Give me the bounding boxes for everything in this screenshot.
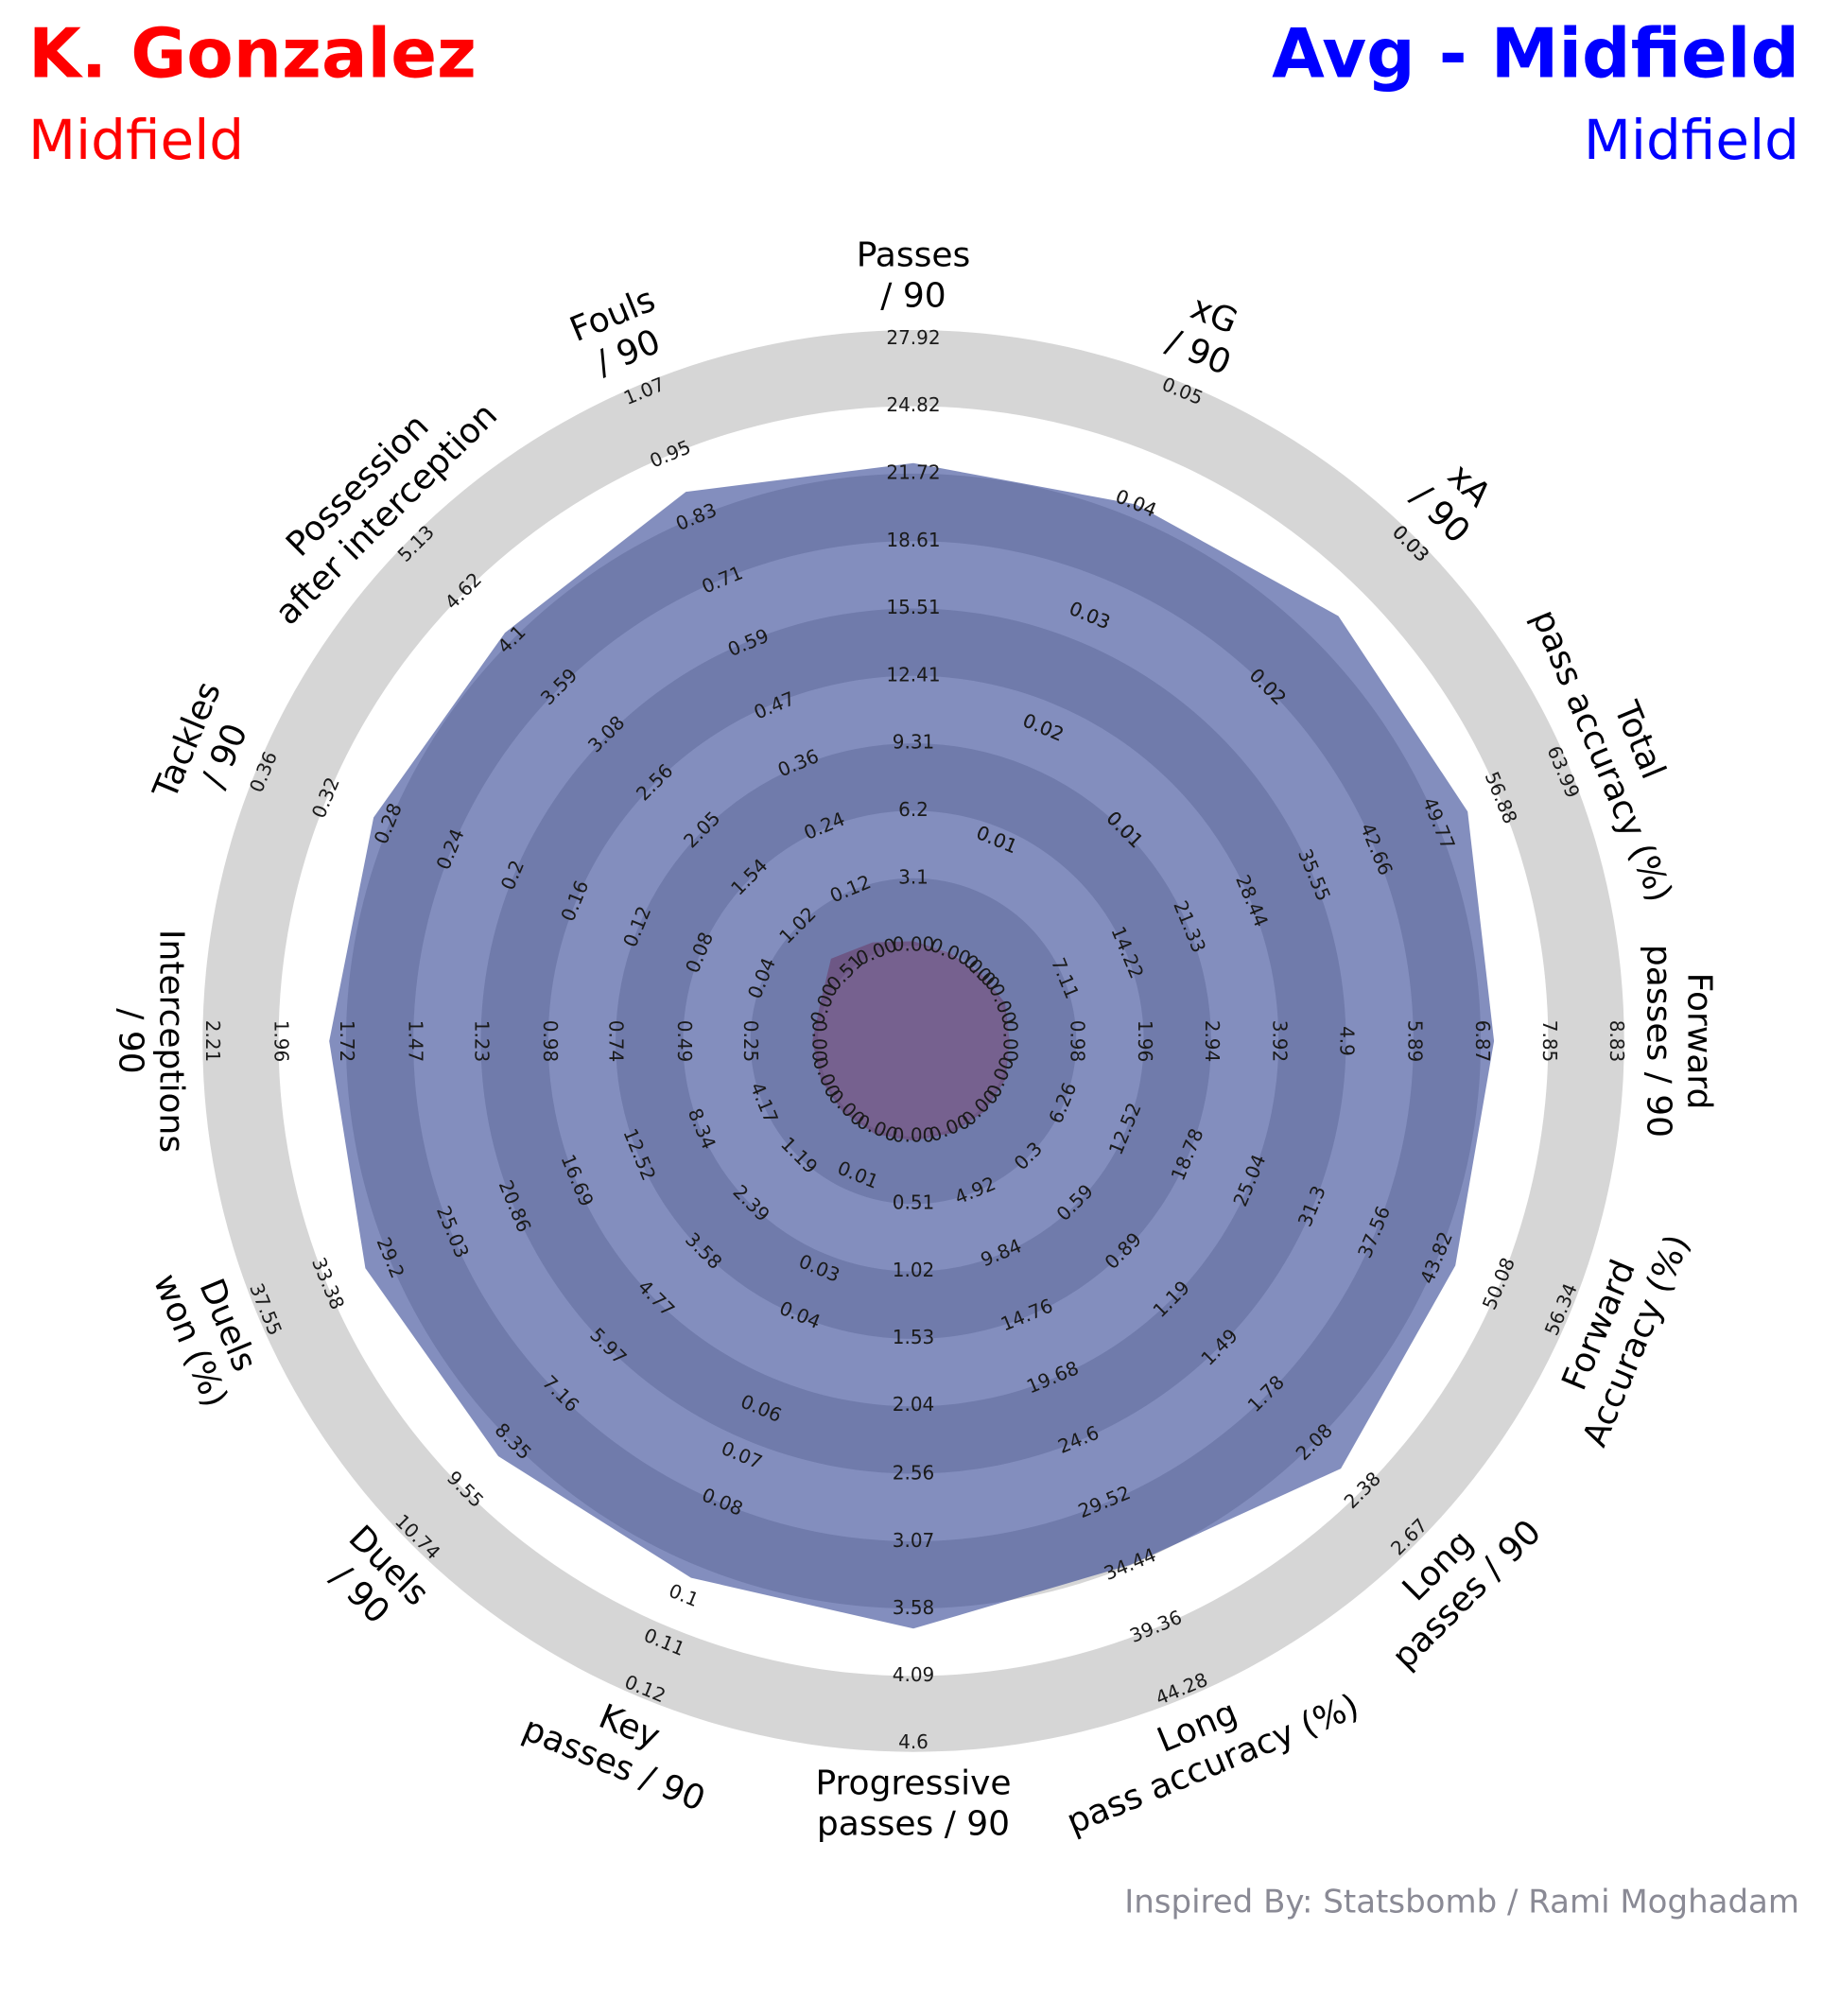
tick-label: 6.87 bbox=[1471, 1020, 1494, 1063]
tick-label: 0.98 bbox=[1067, 1020, 1089, 1063]
tick-label: 0.1 bbox=[666, 1579, 703, 1611]
credit: Inspired By: Statsbomb / Rami Moghadam bbox=[1124, 1884, 1799, 1921]
parameter-label: Fouls/ 90 bbox=[564, 281, 676, 388]
tick-label: 1.23 bbox=[470, 1020, 493, 1063]
tick-label: 5.89 bbox=[1404, 1020, 1427, 1063]
tick-label: 0.00 bbox=[893, 933, 935, 956]
tick-label: 3.1 bbox=[898, 865, 929, 888]
tick-label: 15.51 bbox=[886, 596, 940, 618]
tick-label: 3.58 bbox=[893, 1596, 935, 1619]
radar-polygon bbox=[812, 941, 1010, 1141]
player-name: K. Gonzalez bbox=[28, 14, 477, 94]
tick-label: 1.02 bbox=[893, 1259, 935, 1281]
tick-label: 0.00 bbox=[999, 1020, 1022, 1063]
parameter-label: Passes/ 90 bbox=[857, 236, 971, 316]
tick-label: 0.00 bbox=[893, 1124, 935, 1147]
tick-label: 4.6 bbox=[898, 1730, 929, 1753]
tick-label: 0.25 bbox=[739, 1020, 762, 1063]
comparison-name: Avg - Midfield bbox=[1272, 14, 1799, 94]
tick-label: 2.04 bbox=[893, 1393, 935, 1416]
tick-label: 7.85 bbox=[1538, 1020, 1561, 1063]
parameter-label: Interceptions/ 90 bbox=[112, 930, 191, 1153]
parameter-label: xG/ 90 bbox=[1161, 285, 1252, 383]
tick-label: 6.2 bbox=[898, 798, 929, 821]
tick-label: 24.82 bbox=[886, 393, 940, 416]
tick-label: 1.96 bbox=[269, 1020, 292, 1063]
tick-label: 8.83 bbox=[1606, 1020, 1628, 1063]
tick-label: 21.72 bbox=[886, 461, 940, 483]
tick-label: 0.51 bbox=[893, 1191, 935, 1214]
tick-label: 0.00 bbox=[808, 1020, 831, 1063]
tick-label: 3.92 bbox=[1268, 1020, 1291, 1063]
tick-label: 3.07 bbox=[893, 1529, 935, 1552]
tick-label: 4.9 bbox=[1336, 1026, 1359, 1056]
polygons bbox=[329, 462, 1495, 1629]
tick-label: 0.74 bbox=[605, 1020, 628, 1063]
tick-label: 27.92 bbox=[886, 326, 940, 349]
tick-label: 12.41 bbox=[886, 663, 940, 686]
tick-label: 2.21 bbox=[201, 1020, 224, 1063]
tick-label: 1.72 bbox=[336, 1020, 358, 1063]
tick-label: 0.49 bbox=[673, 1020, 696, 1063]
tick-label: 1.53 bbox=[893, 1326, 935, 1348]
tick-label: 9.31 bbox=[893, 731, 935, 754]
tick-label: 1.96 bbox=[1134, 1020, 1156, 1063]
player-position: Midfield bbox=[28, 108, 244, 172]
parameter-label: Progressive passes / 90 bbox=[815, 1764, 1011, 1844]
tick-label: 2.56 bbox=[893, 1462, 935, 1485]
tick-label: 0.98 bbox=[539, 1020, 562, 1063]
tick-label: 1.47 bbox=[405, 1020, 427, 1063]
tick-label: 4.09 bbox=[893, 1663, 935, 1686]
tick-label: 18.61 bbox=[886, 529, 940, 551]
parameter-label: Forwardpasses / 90 bbox=[1640, 945, 1719, 1138]
tick-label: 2.94 bbox=[1201, 1020, 1224, 1063]
comparison-position: Midfield bbox=[1584, 108, 1799, 172]
